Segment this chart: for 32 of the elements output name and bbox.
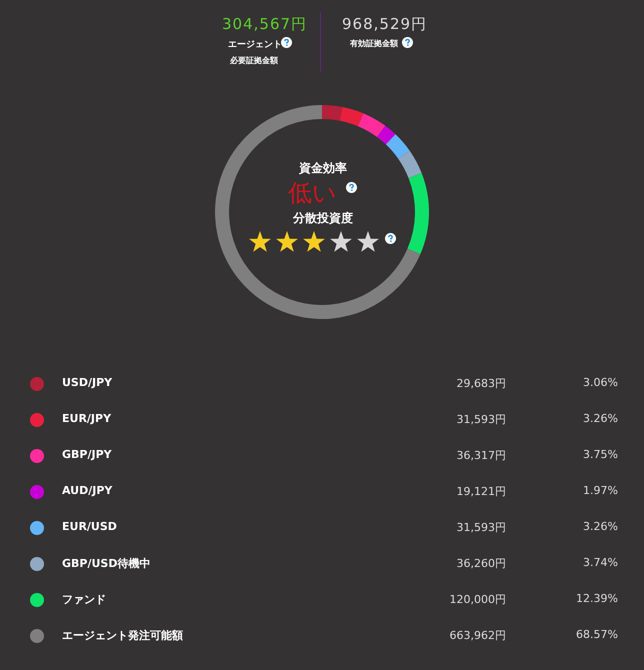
text: 3.06%: [583, 376, 618, 389]
data-label: 31,593円: [456, 412, 506, 427]
legend-label: GBP/USD待機中: [62, 556, 150, 571]
text: 304,567円: [222, 15, 308, 34]
data-label: 29,683円: [456, 376, 506, 391]
data-label: 36,317円: [456, 448, 506, 463]
text: 有効証拠金額: [350, 38, 398, 49]
data-label: 120,000円: [450, 592, 506, 607]
text: 必要証拠金額: [230, 55, 278, 66]
data-label: 31,593円: [456, 520, 506, 535]
legend-label: EUR/JPY: [62, 412, 112, 425]
text: 12.39%: [576, 592, 618, 605]
text: 968,529円: [342, 15, 428, 34]
text: 3.26%: [583, 412, 618, 425]
text: 3.74%: [583, 556, 618, 569]
text: 1.97%: [583, 484, 618, 497]
legend-label: GBP/JPY: [62, 448, 112, 461]
legend-label: EUR/USD: [62, 520, 117, 533]
legend-label: USD/JPY: [62, 376, 112, 389]
text: 68.57%: [576, 628, 618, 641]
text: 3.75%: [583, 448, 618, 461]
text: 低い: [288, 178, 337, 209]
data-label: 36,260円: [456, 556, 506, 571]
data-label: 19,121円: [456, 484, 506, 499]
text: エージェント: [228, 39, 282, 51]
text: 3.26%: [583, 520, 618, 533]
legend-label: ファンド: [62, 592, 106, 607]
data-label: 663,962円: [450, 628, 506, 643]
text: 分散投資度: [293, 210, 353, 227]
legend-label: AUD/JPY: [62, 484, 112, 497]
legend-label: エージェント発注可能額: [62, 628, 183, 643]
text: 資金効率: [299, 160, 347, 177]
